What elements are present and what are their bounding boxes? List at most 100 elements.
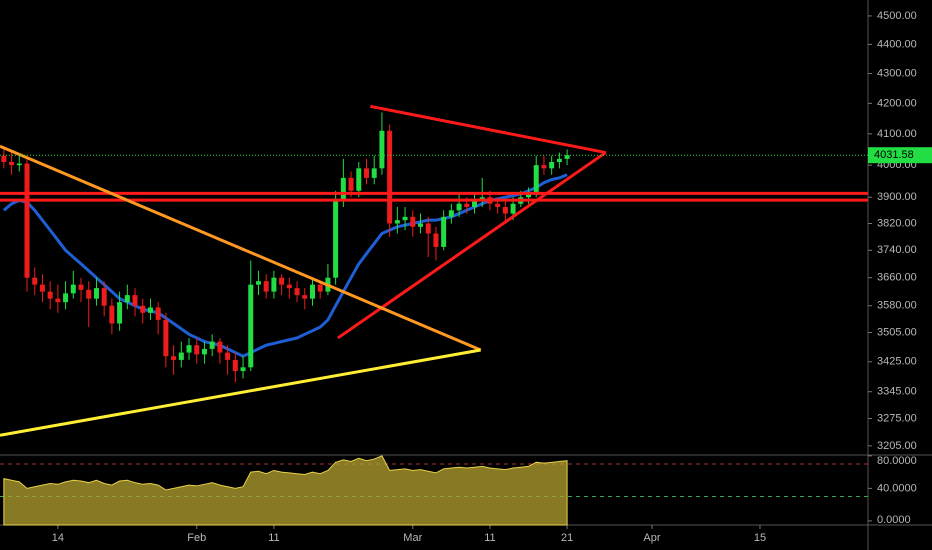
candle-body [417,223,423,227]
candle-body [109,305,115,324]
candle-body [340,177,346,201]
candle-body [279,277,285,285]
candle-body [533,165,539,194]
y-tick-label: 4400.00 [877,38,917,50]
y-tick-label: 4100.00 [877,128,917,140]
candle-body [47,291,53,299]
candle-body [255,281,261,285]
candle-body [394,220,400,224]
trend-line [0,144,482,352]
candle-body [448,210,454,217]
candle-body [86,289,92,299]
candle-body [286,284,292,289]
candle-body [155,307,161,320]
last-price-label: 4031.58 [874,149,914,161]
candle-body [271,277,277,292]
candle-body [464,203,470,208]
y-tick-label: 3205.00 [877,440,917,452]
candle-body [132,295,138,306]
x-tick-label: Feb [187,532,206,544]
candle-body [70,284,76,294]
x-tick-label: Apr [643,532,660,544]
candle-body [541,165,547,169]
candle-body [425,223,431,234]
x-tick-label: Mar [403,532,422,544]
candle-body [140,305,146,313]
candle-body [9,161,15,166]
candle-body [410,216,416,227]
y-tick-label: 3660.00 [877,272,917,284]
candle-body [194,345,200,355]
candle-body [402,216,408,221]
candle-body [433,233,439,247]
candle-body [209,341,215,349]
y-tick-label: 4500.00 [877,10,917,22]
candle-body [333,200,339,278]
x-tick-label: 11 [484,532,495,544]
candle-body [217,341,223,353]
candle-body [163,319,169,357]
candle-body [387,130,393,224]
candle-body [248,284,254,368]
candle-body [186,345,192,353]
candle-body [309,284,315,299]
y-tick-label: 3345.00 [877,386,917,398]
candle-body [201,348,207,355]
y-tick-label: 3275.00 [877,412,917,424]
candle-body [240,367,246,372]
candle-body [16,163,22,166]
candle-body [356,168,362,191]
x-tick-label: 11 [268,532,279,544]
candle-body [178,352,184,360]
candle-body [302,295,308,299]
candle-body [526,193,532,198]
candle-body [472,200,478,208]
candle-body [317,284,323,292]
indicator-tick-label: 0.0000 [877,514,911,526]
candle-body [564,155,570,159]
indicator-area [3,455,568,526]
candle-body [294,288,300,296]
candle-body [225,352,231,360]
candle-body [101,288,107,306]
candle-body [93,288,99,299]
candle-body [1,155,7,162]
candle-body [371,168,377,178]
candle-body [78,284,84,290]
candle-body [63,293,69,303]
y-tick-label: 3580.00 [877,300,917,312]
candle-body [117,302,123,324]
candle-body [39,284,45,292]
candle-body [495,203,501,208]
last-price-box [868,147,932,164]
candle-body [171,356,177,360]
trend-line [370,104,606,155]
x-tick-label: 15 [754,532,766,544]
y-tick-label: 3505.00 [877,326,917,338]
candle-body [441,216,447,247]
candle-body [232,359,238,372]
candle-body [263,281,269,292]
y-tick-label: 3425.00 [877,356,917,368]
candle-body [363,168,369,178]
trend-line [0,348,481,437]
candle-body [510,203,516,214]
candle-body [556,158,562,162]
candle-body [348,177,354,191]
candle-body [549,161,555,169]
indicator-tick-label: 80.0000 [877,455,917,467]
moving-average [2,173,568,358]
y-tick-label: 3900.00 [877,191,917,203]
candle-body [124,295,130,303]
candle-body [147,307,153,313]
candle-body [379,130,385,169]
candle-body [55,298,61,303]
y-tick-label: 4300.00 [877,67,917,79]
candle-body [456,203,462,211]
y-tick-label: 4200.00 [877,97,917,109]
x-tick-label: 21 [561,532,573,544]
x-tick-label: 14 [52,532,64,544]
indicator-tick-label: 40.0000 [877,482,917,494]
